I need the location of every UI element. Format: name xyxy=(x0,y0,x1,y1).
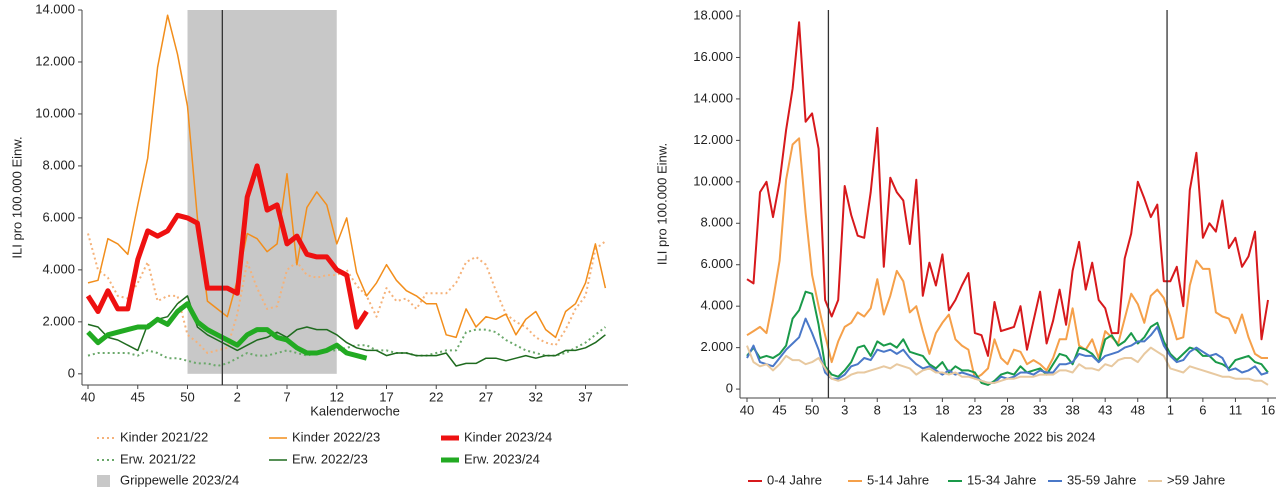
x-tick-label: 48 xyxy=(1131,402,1145,417)
legend-label: 15-34 Jahre xyxy=(967,472,1036,487)
x-tick-label: 45 xyxy=(131,389,145,404)
x-tick-label: 8 xyxy=(874,402,881,417)
x-tick-label: 2 xyxy=(234,389,241,404)
legend-label: Grippewelle 2023/24 xyxy=(120,472,239,487)
y-tick-label: 12.000 xyxy=(693,132,733,147)
legend-label: Erw. 2022/23 xyxy=(292,451,368,466)
x-tick-label: 12 xyxy=(330,389,344,404)
y-tick-label: 4.000 xyxy=(42,261,75,276)
legend-label: Kinder 2023/24 xyxy=(464,429,552,444)
x-tick-label: 18 xyxy=(935,402,949,417)
x-tick-label: 38 xyxy=(1065,402,1079,417)
y-tick-label: 16.000 xyxy=(693,49,733,64)
legend-label: Erw. 2021/22 xyxy=(120,451,196,466)
series-line xyxy=(746,345,1269,386)
series-line xyxy=(87,295,606,367)
x-tick-label: 32 xyxy=(529,389,543,404)
x-tick-label: 27 xyxy=(479,389,493,404)
x-tick-label: 33 xyxy=(1033,402,1047,417)
y-axis-label: ILI pro 100.000 Einw. xyxy=(9,136,24,258)
series-line xyxy=(746,137,1268,380)
legend-label: 5-14 Jahre xyxy=(867,472,929,487)
x-tick-label: 11 xyxy=(1229,402,1243,417)
series-line xyxy=(86,301,368,361)
legend-label: 0-4 Jahre xyxy=(767,472,822,487)
x-axis-label: Kalenderwoche 2022 bis 2024 xyxy=(921,429,1096,444)
x-tick-label: 28 xyxy=(1000,402,1014,417)
legend-label: 35-59 Jahre xyxy=(1067,472,1136,487)
legend-swatch xyxy=(97,475,110,487)
x-tick-label: 43 xyxy=(1098,402,1112,417)
legend-label: Kinder 2021/22 xyxy=(120,429,208,444)
y-tick-label: 18.000 xyxy=(693,7,733,22)
x-tick-label: 45 xyxy=(772,402,786,417)
y-tick-label: 8.000 xyxy=(42,157,75,172)
y-tick-label: 10.000 xyxy=(35,105,75,120)
y-tick-label: 2.000 xyxy=(42,313,75,328)
x-tick-label: 22 xyxy=(429,389,443,404)
x-tick-label: 40 xyxy=(81,389,95,404)
series-line xyxy=(746,290,1269,386)
y-tick-label: 0 xyxy=(68,365,75,380)
x-tick-label: 1 xyxy=(1167,402,1174,417)
y-tick-label: 14.000 xyxy=(693,90,733,105)
legend-label: Kinder 2022/23 xyxy=(292,429,380,444)
y-tick-label: 6.000 xyxy=(700,256,733,271)
x-tick-label: 6 xyxy=(1199,402,1206,417)
y-tick-label: 6.000 xyxy=(42,209,75,224)
series-line xyxy=(746,21,1269,357)
x-tick-label: 13 xyxy=(903,402,917,417)
y-tick-label: 4.000 xyxy=(700,298,733,313)
series-line xyxy=(87,14,607,339)
x-axis-label: Kalenderwoche xyxy=(310,403,400,418)
x-tick-label: 16 xyxy=(1261,402,1275,417)
series-line xyxy=(85,163,369,330)
y-tick-label: 12.000 xyxy=(35,53,75,68)
y-tick-label: 10.000 xyxy=(693,173,733,188)
legend-label: Erw. 2023/24 xyxy=(464,451,540,466)
y-tick-label: 0 xyxy=(726,381,733,396)
x-tick-label: 50 xyxy=(180,389,194,404)
y-tick-label: 2.000 xyxy=(700,339,733,354)
x-tick-label: 3 xyxy=(841,402,848,417)
x-tick-label: 37 xyxy=(578,389,592,404)
x-tick-label: 23 xyxy=(968,402,982,417)
series-line xyxy=(87,326,607,367)
legend-label: >59 Jahre xyxy=(1167,472,1225,487)
x-tick-label: 40 xyxy=(740,402,754,417)
y-tick-label: 8.000 xyxy=(700,215,733,230)
y-axis-label: ILI pro 100.000 Einw. xyxy=(654,143,669,265)
x-tick-label: 50 xyxy=(805,402,819,417)
x-tick-label: 7 xyxy=(283,389,290,404)
x-tick-label: 17 xyxy=(379,389,393,404)
series-line xyxy=(87,233,607,354)
y-tick-label: 14.000 xyxy=(35,1,75,16)
